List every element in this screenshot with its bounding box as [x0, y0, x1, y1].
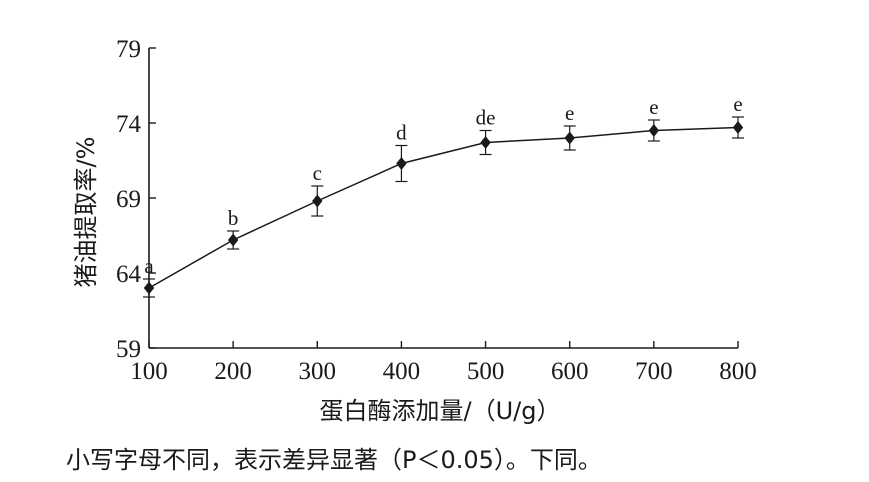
data-series: a b c d de e e e — [143, 92, 744, 298]
x-tick-label: 200 — [214, 358, 252, 385]
significance-label: d — [396, 121, 407, 145]
x-tick-label: 100 — [130, 358, 168, 385]
axes — [148, 48, 738, 349]
data-point — [564, 131, 575, 145]
y-tick-label: 59 — [116, 336, 141, 363]
chart-footnote: 小写字母不同，表示差异显著（P＜0.05）。下同。 — [66, 446, 602, 474]
significance-label: e — [649, 95, 658, 119]
data-point — [648, 124, 660, 137]
data-point — [312, 194, 323, 208]
x-axis-label: 蛋白酶添加量/（U/g） — [320, 397, 561, 425]
significance-label: b — [228, 206, 239, 230]
x-tick-label: 500 — [467, 358, 505, 385]
significance-label: c — [313, 161, 322, 185]
significance-label: de — [476, 106, 496, 130]
data-point — [732, 121, 744, 134]
x-tick-label: 800 — [719, 358, 757, 385]
significance-label: e — [733, 92, 742, 116]
x-tick-label: 300 — [299, 358, 337, 385]
y-tick-label: 69 — [116, 186, 141, 213]
x-axis-ticks: 100 200 300 400 500 600 700 800 — [130, 341, 757, 385]
data-point — [396, 157, 407, 170]
y-tick-label: 64 — [116, 261, 142, 288]
y-axis-ticks: 59 64 69 74 79 — [116, 36, 156, 363]
x-tick-label: 600 — [551, 358, 589, 385]
y-tick-label: 79 — [116, 36, 141, 63]
x-tick-label: 400 — [383, 358, 421, 385]
data-point — [227, 233, 239, 247]
significance-label: e — [565, 101, 574, 125]
data-point — [143, 281, 155, 295]
x-tick-label: 700 — [635, 358, 673, 385]
data-point — [480, 136, 491, 149]
y-axis-label: 猪油提取率/% — [72, 137, 100, 288]
significance-label: a — [144, 254, 154, 278]
y-tick-label: 74 — [116, 111, 142, 138]
series-line — [148, 126, 739, 289]
line-chart: 100 200 300 400 500 600 700 800 59 64 69 74 79 a b c d… — [72, 36, 757, 425]
